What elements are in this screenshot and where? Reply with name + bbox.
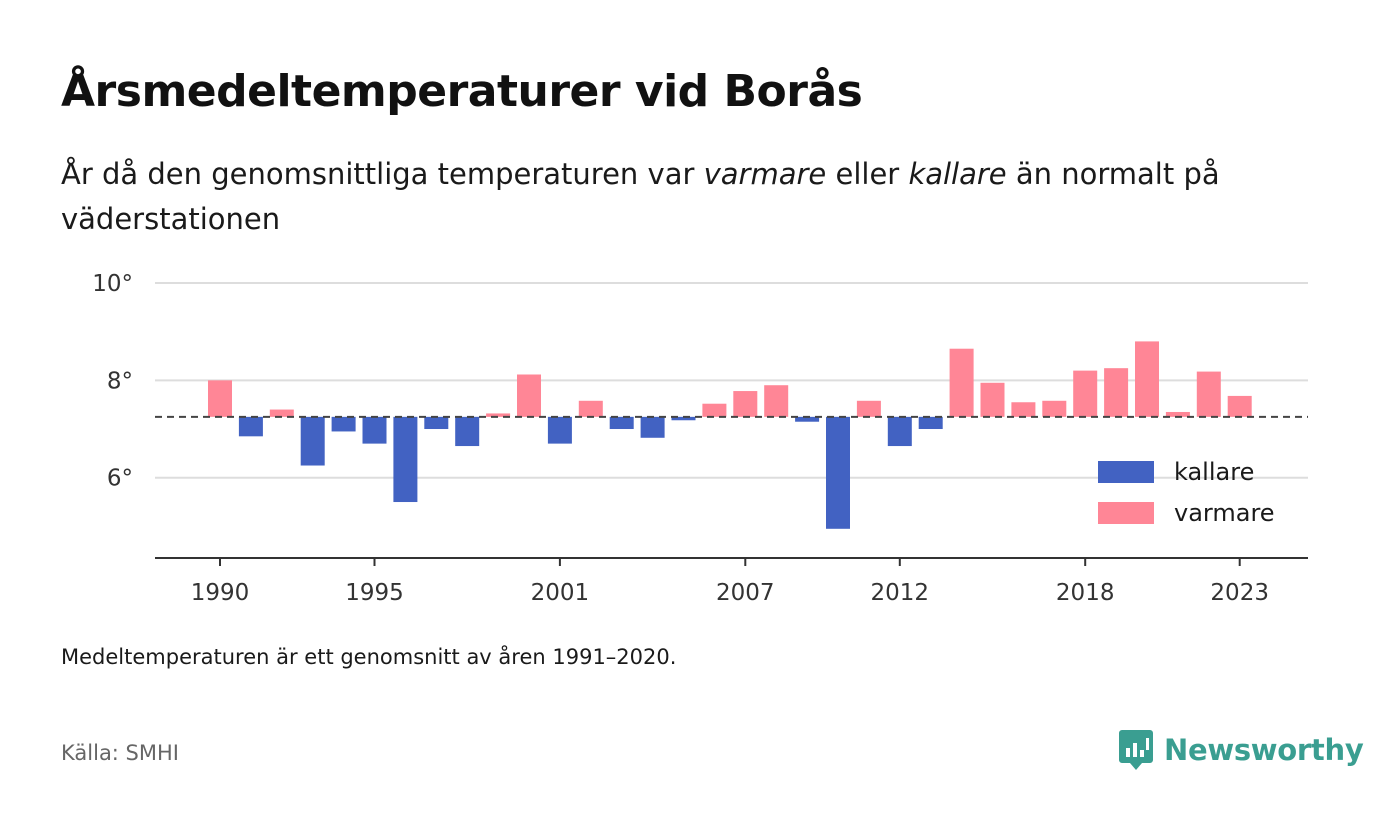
bar-1994 [331, 416, 356, 432]
bar-1991 [238, 416, 263, 437]
bar-2015 [980, 382, 1005, 417]
bar-1998 [455, 416, 480, 447]
y-tick-label: 10° [92, 271, 133, 297]
legend: kallare varmare [1098, 458, 1275, 527]
bar-1997 [424, 416, 449, 430]
x-tick-label: 1995 [345, 580, 404, 605]
x-tick-label: 1990 [191, 580, 250, 605]
brand-name: Newsworthy [1164, 733, 1364, 767]
newsworthy-logo-icon [1119, 730, 1153, 770]
bar-2001 [547, 416, 572, 444]
x-axis: 1990 1995 2001 2007 2012 2018 2023 [155, 557, 1308, 605]
bar-2010 [826, 416, 850, 529]
bar-2023 [1227, 395, 1252, 417]
subtitle-emphasis-warmer: varmare [703, 157, 827, 191]
x-tick-label: 2012 [871, 580, 930, 605]
bars [208, 341, 1252, 529]
bar-2004 [640, 416, 665, 438]
bar-2008 [764, 385, 789, 417]
legend-swatch-kallare [1098, 461, 1154, 483]
bar-2021 [1165, 411, 1190, 417]
bar-2003 [609, 416, 634, 430]
subtitle-text: eller [826, 157, 909, 191]
bar-1999 [486, 413, 511, 417]
bar-2005 [671, 416, 696, 421]
x-tick-label: 2001 [531, 580, 590, 605]
legend-label-kallare: kallare [1174, 458, 1254, 486]
bar-2017 [1042, 400, 1067, 417]
bar-1993 [300, 416, 325, 466]
bar-chart: 6° 8° 10° 1990 1995 2001 2007 2012 2018 2023 kal… [92, 271, 1308, 605]
bar-2013 [918, 416, 943, 430]
bar-1992 [269, 409, 294, 417]
bar-2016 [1011, 402, 1036, 417]
subtitle-text: än normalt på väderstationen [61, 157, 1220, 236]
y-tick-label: 6° [107, 466, 133, 492]
bar-2018 [1073, 370, 1098, 417]
bar-2000 [517, 374, 541, 417]
bar-2002 [578, 400, 603, 417]
bar-1995 [362, 416, 387, 444]
legend-swatch-varmare [1098, 502, 1154, 524]
chart-subtitle: År då den genomsnittliga temperaturen va… [61, 152, 1331, 242]
bar-2009 [795, 416, 820, 422]
bar-2007 [733, 391, 758, 417]
bar-2022 [1196, 371, 1221, 417]
bar-2006 [702, 403, 727, 417]
chart-title: Årsmedeltemperaturer vid Borås [61, 66, 863, 117]
bar-2011 [856, 400, 881, 417]
newsworthy-logo: Newsworthy [1118, 728, 1364, 772]
x-tick-label: 2018 [1056, 580, 1115, 605]
x-tick-label: 2023 [1210, 580, 1269, 605]
bar-1996 [393, 416, 418, 503]
subtitle-text: År då den genomsnittliga temperaturen va… [61, 157, 704, 191]
legend-label-varmare: varmare [1174, 499, 1275, 527]
bar-2019 [1104, 368, 1129, 417]
chart-note: Medeltemperaturen är ett genomsnitt av å… [61, 645, 677, 669]
bar-2014 [949, 348, 974, 417]
x-tick-label: 2007 [716, 580, 775, 605]
bar-2020 [1135, 341, 1159, 417]
y-tick-label: 8° [107, 368, 133, 394]
bar-2012 [887, 416, 912, 447]
subtitle-emphasis-colder: kallare [908, 157, 1007, 191]
bar-1990 [208, 380, 232, 417]
source-text: Källa: SMHI [61, 741, 179, 765]
y-axis-labels: 6° 8° 10° [92, 271, 133, 492]
